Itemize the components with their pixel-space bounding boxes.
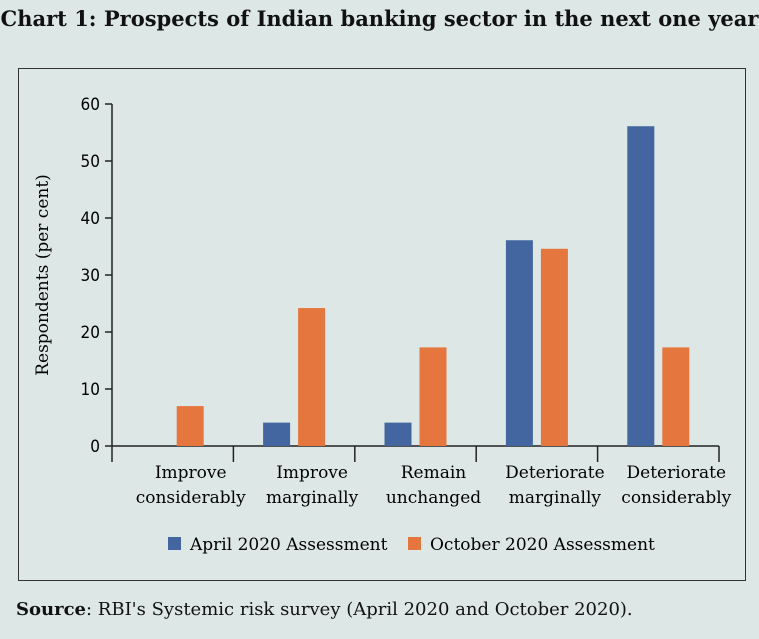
y-tick-label: 30: [81, 266, 100, 286]
x-tick-label: unchanged: [386, 488, 481, 508]
x-tick-label: considerably: [136, 488, 246, 508]
y-tick-label: 50: [81, 152, 100, 172]
x-tick-label: Deteriorate: [505, 463, 605, 483]
source-note: Source: RBI's Systemic risk survey (Apri…: [16, 599, 633, 620]
bar-october: [298, 308, 326, 446]
bar-april: [627, 126, 655, 446]
y-tick-label: 0: [90, 437, 100, 457]
y-tick-label: 40: [81, 209, 100, 229]
x-tick-label: Deteriorate: [627, 463, 727, 483]
legend-label: April 2020 Assessment: [189, 535, 388, 555]
y-tick-label: 20: [81, 323, 100, 343]
x-tick-label: marginally: [509, 488, 602, 508]
x-tick-label: Improve: [276, 463, 348, 483]
bar-october: [419, 347, 447, 446]
source-text: : RBI's Systemic risk survey (April 2020…: [86, 599, 633, 620]
bar-october: [176, 406, 204, 446]
bar-april: [505, 240, 533, 446]
chart-frame: [18, 68, 746, 581]
x-tick-label: considerably: [621, 488, 731, 508]
bar-october: [662, 347, 690, 446]
x-tick-label: Remain: [401, 463, 467, 483]
chart-title: Chart 1: Prospects of Indian banking sec…: [0, 6, 759, 31]
legend-swatch: [408, 537, 421, 550]
bar-october: [540, 248, 568, 446]
x-tick-label: Improve: [155, 463, 227, 483]
y-tick-label: 10: [81, 380, 100, 400]
legend-swatch: [168, 537, 181, 550]
legend-label: October 2020 Assessment: [430, 535, 655, 555]
y-axis-label: Respondents (per cent): [33, 174, 53, 376]
bar-april: [263, 422, 291, 446]
y-tick-label: 60: [81, 95, 100, 115]
source-label: Source: [16, 599, 86, 620]
x-tick-label: marginally: [266, 488, 359, 508]
bar-april: [384, 422, 412, 446]
